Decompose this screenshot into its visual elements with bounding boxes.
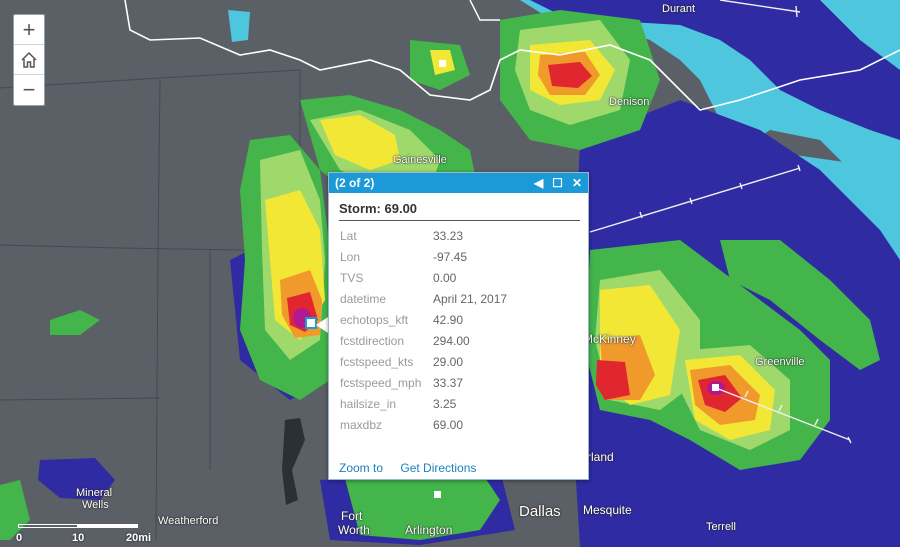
attribute-value: 33.23 bbox=[433, 228, 464, 243]
city-label: Denison bbox=[609, 96, 650, 108]
zoom-in-button[interactable]: + bbox=[14, 15, 44, 45]
city-label: Worth bbox=[338, 523, 370, 537]
attribute-value: 294.00 bbox=[433, 333, 470, 348]
city-label: Fort bbox=[341, 509, 363, 523]
storm-marker[interactable] bbox=[439, 60, 446, 67]
attribute-row: fcstdirection 294.00 bbox=[340, 330, 507, 351]
scalebar-label: 20mi bbox=[126, 532, 152, 544]
city-label: Dallas bbox=[519, 503, 561, 520]
attribute-row: Lon -97.45 bbox=[340, 246, 507, 267]
city-label: Mineral bbox=[76, 487, 113, 499]
city-label: Weatherford bbox=[158, 515, 219, 527]
attribute-row: maxdbz 69.00 bbox=[340, 414, 507, 435]
attribute-key: TVS bbox=[340, 270, 364, 285]
scalebar-label: 10 bbox=[72, 532, 85, 544]
city-label: Durant bbox=[662, 3, 696, 15]
home-button[interactable] bbox=[14, 45, 44, 75]
attribute-value: April 21, 2017 bbox=[433, 291, 508, 306]
maximize-icon[interactable]: ☐ bbox=[552, 176, 563, 190]
storm-marker[interactable] bbox=[434, 491, 441, 498]
zoom-controls: + − bbox=[13, 14, 45, 106]
popup-header: (2 of 2) ◀ ☐ ✕ bbox=[329, 173, 588, 193]
city-label: rland bbox=[587, 450, 614, 464]
storm-marker[interactable] bbox=[712, 384, 719, 391]
attribute-value: 42.90 bbox=[433, 312, 464, 327]
city-label: McKinney bbox=[583, 332, 636, 346]
popup-pointer bbox=[316, 317, 328, 333]
city-label: Wells bbox=[82, 499, 109, 511]
city-label: Greenville bbox=[755, 356, 805, 368]
attribute-key: echotops_kft bbox=[340, 312, 409, 327]
attribute-row: echotops_kft 42.90 bbox=[340, 309, 507, 330]
storm-track-ticks bbox=[639, 5, 852, 444]
attribute-row: fcstspeed_mph 33.37 bbox=[340, 372, 507, 393]
attribute-key: datetime bbox=[340, 291, 387, 306]
selected-storm-marker[interactable] bbox=[305, 317, 317, 329]
attribute-key: hailsize_in bbox=[340, 396, 397, 411]
previous-feature-icon[interactable]: ◀ bbox=[533, 176, 544, 190]
scalebar: 0 10 20mi bbox=[16, 524, 151, 544]
attribute-key: Lat bbox=[340, 228, 357, 243]
attribute-row: Lat 33.23 bbox=[340, 225, 507, 246]
attribute-value: 0.00 bbox=[433, 270, 457, 285]
popup-actions: Zoom to Get Directions bbox=[339, 461, 490, 475]
attribute-value: 3.25 bbox=[433, 396, 457, 411]
attribute-value: 29.00 bbox=[433, 354, 464, 369]
river-border bbox=[469, 0, 500, 21]
attribute-row: fcstspeed_kts 29.00 bbox=[340, 351, 507, 372]
zoom-out-button[interactable]: − bbox=[22, 77, 36, 102]
scalebar-label: 0 bbox=[16, 532, 23, 544]
attribute-row: datetime April 21, 2017 bbox=[340, 288, 507, 309]
home-icon bbox=[21, 51, 37, 68]
close-icon[interactable]: ✕ bbox=[571, 176, 582, 190]
attribute-row: TVS 0.00 bbox=[340, 267, 507, 288]
attribute-row: hailsize_in 3.25 bbox=[340, 393, 507, 414]
attribute-key: fcstspeed_kts bbox=[340, 354, 414, 369]
city-label: Mesquite bbox=[583, 503, 632, 517]
storm-popup: (2 of 2) ◀ ☐ ✕ Storm: 69.00 Lat 33.23 Lon -… bbox=[328, 172, 589, 480]
city-label: Terrell bbox=[706, 521, 736, 533]
attribute-value: -97.45 bbox=[433, 249, 468, 264]
attribute-key: Lon bbox=[340, 249, 361, 264]
popup-title: Storm: 69.00 bbox=[339, 201, 580, 221]
city-label: Arlington bbox=[405, 523, 453, 537]
attribute-table: Lat 33.23 Lon -97.45 TVS 0.00 datetime April 21… bbox=[340, 225, 507, 435]
scalebar-segment bbox=[78, 524, 138, 528]
attribute-value: 69.00 bbox=[433, 417, 464, 432]
popup-count: (2 of 2) bbox=[335, 176, 375, 190]
city-label: Gainesville bbox=[393, 154, 447, 166]
attribute-value: 33.37 bbox=[433, 375, 464, 390]
state-border bbox=[124, 0, 900, 111]
get-directions-link[interactable]: Get Directions bbox=[400, 461, 477, 475]
attribute-key: fcstdirection bbox=[340, 333, 405, 348]
attribute-key: maxdbz bbox=[340, 417, 383, 432]
zoom-to-link[interactable]: Zoom to bbox=[339, 461, 384, 475]
scalebar-segment bbox=[18, 524, 78, 528]
storm-track-lines bbox=[589, 0, 851, 441]
attribute-key: fcstspeed_mph bbox=[340, 375, 422, 390]
